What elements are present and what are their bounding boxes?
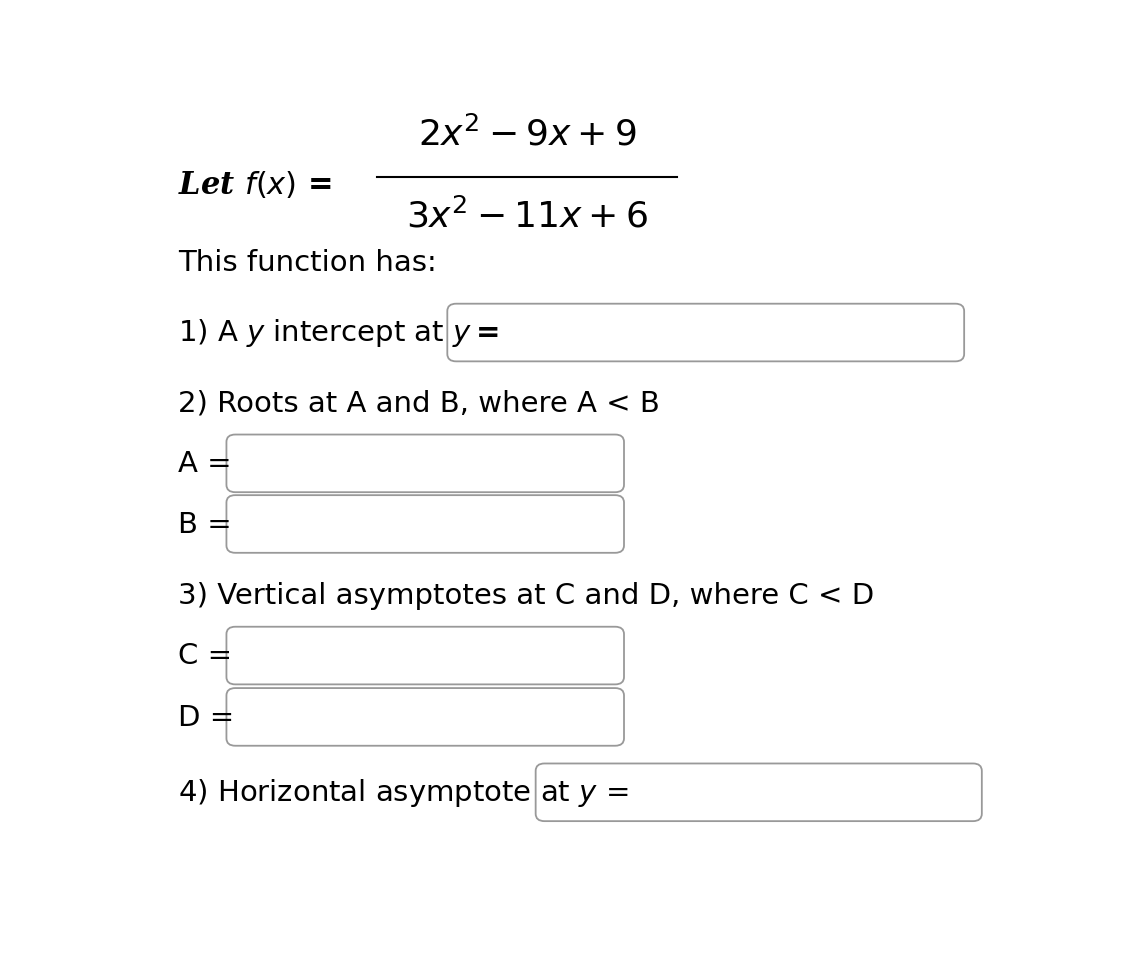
Text: $2x^2 - 9x + 9$: $2x^2 - 9x + 9$ [417,116,636,152]
Text: D =: D = [178,704,234,732]
FancyBboxPatch shape [536,763,982,821]
Text: $3x^2 - 11x + 6$: $3x^2 - 11x + 6$ [406,199,648,235]
Text: 1) A $y$ intercept at $y\mathbf{=}$: 1) A $y$ intercept at $y\mathbf{=}$ [178,317,498,349]
FancyBboxPatch shape [227,627,624,684]
Text: A =: A = [178,450,231,478]
Text: Let $f(x)$ =: Let $f(x)$ = [178,170,332,201]
FancyBboxPatch shape [227,435,624,492]
Text: B =: B = [178,512,231,540]
Text: 2) Roots at A and B, where A < B: 2) Roots at A and B, where A < B [178,390,660,418]
FancyBboxPatch shape [447,303,964,361]
Text: 3) Vertical asymptotes at C and D, where C < D: 3) Vertical asymptotes at C and D, where… [178,582,874,610]
Text: 4) Horizontal asymptote at $y$ =: 4) Horizontal asymptote at $y$ = [178,777,628,809]
FancyBboxPatch shape [227,495,624,553]
Text: This function has:: This function has: [178,249,437,277]
FancyBboxPatch shape [227,688,624,746]
Text: C =: C = [178,642,231,670]
